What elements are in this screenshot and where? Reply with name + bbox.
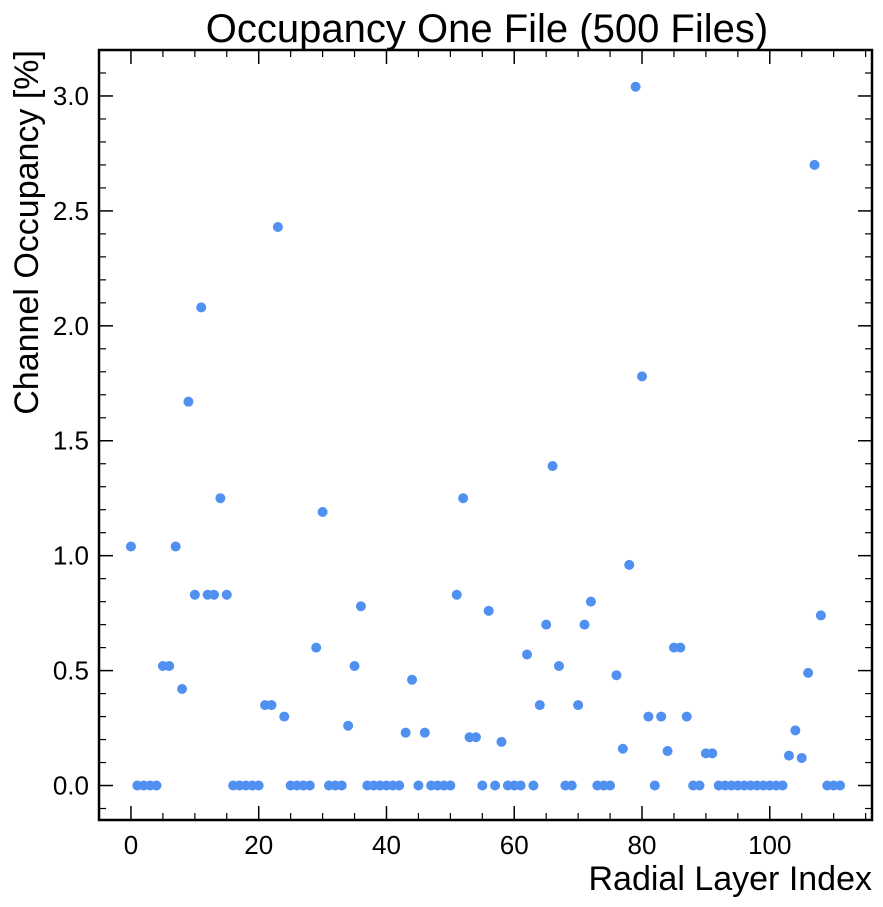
data-point (611, 670, 622, 681)
y-axis-label: Channel Occupancy [%] (8, 50, 46, 415)
data-point (694, 780, 705, 791)
data-point (656, 711, 667, 722)
data-point (196, 302, 207, 313)
axis-ticks: 0 20 40 60 80 100 0.0 0.5 1.0 1.5 2.0 2.5 3.0 (53, 50, 872, 860)
data-point (803, 667, 814, 678)
data-point (400, 727, 411, 738)
y-tick-label: 2.0 (53, 311, 89, 341)
data-point (355, 601, 366, 612)
data-point (809, 159, 820, 170)
data-point (451, 589, 462, 600)
data-point (566, 780, 577, 791)
y-tick-label: 1.0 (53, 541, 89, 571)
data-point (528, 780, 539, 791)
data-point (343, 720, 354, 731)
data-point (183, 396, 194, 407)
y-tick-label: 2.5 (53, 196, 89, 226)
data-point (553, 661, 564, 671)
data-point (272, 221, 283, 232)
data-point (707, 748, 718, 759)
data-point (490, 780, 501, 791)
x-tick-label: 100 (748, 830, 791, 860)
data-point (835, 780, 846, 791)
data-point (279, 711, 290, 722)
data-point (413, 780, 424, 791)
data-point (790, 725, 801, 736)
data-point (253, 780, 264, 791)
data-point (605, 780, 616, 791)
data-point (496, 736, 507, 747)
data-point (815, 610, 826, 621)
data-point (304, 780, 315, 791)
x-tick-label: 0 (124, 830, 138, 860)
data-point (783, 750, 794, 761)
data-point (675, 642, 686, 653)
data-point (445, 780, 456, 791)
data-point (215, 493, 226, 504)
plot-frame (97, 48, 874, 822)
data-point (547, 461, 558, 472)
data-point (189, 589, 200, 600)
data-point (637, 371, 648, 382)
data-point (617, 743, 628, 754)
data-points (125, 81, 846, 791)
data-point (585, 596, 596, 607)
data-point (419, 727, 430, 738)
data-point (515, 780, 526, 791)
x-tick-label: 40 (372, 830, 401, 860)
y-tick-label: 1.5 (53, 426, 89, 456)
data-point (662, 746, 673, 757)
data-point (349, 661, 360, 671)
y-tick-label: 0.5 (53, 656, 89, 686)
x-tick-label: 20 (244, 830, 273, 860)
data-point (624, 559, 635, 570)
data-point (796, 752, 807, 763)
data-point (336, 780, 347, 791)
data-point (477, 780, 488, 791)
data-point (470, 732, 481, 743)
data-point (534, 700, 545, 711)
y-tick-label: 3.0 (53, 81, 89, 111)
data-point (649, 780, 660, 791)
data-point (151, 780, 162, 791)
data-point (170, 541, 181, 552)
data-point (630, 81, 641, 92)
data-point (579, 619, 590, 630)
y-tick-label: 0.0 (53, 771, 89, 801)
data-point (681, 711, 692, 722)
x-axis-label: Radial Layer Index (588, 860, 872, 898)
data-point (407, 674, 418, 685)
data-point (643, 711, 654, 722)
data-point (311, 642, 322, 653)
data-point (573, 700, 584, 711)
data-point (266, 700, 277, 711)
data-point (208, 589, 219, 600)
x-tick-label: 80 (628, 830, 657, 860)
data-point (522, 649, 533, 660)
chart-title: Occupancy One File (500 Files) (206, 7, 768, 51)
data-point (177, 683, 188, 694)
data-point (125, 541, 136, 552)
data-point (394, 780, 405, 791)
data-point (221, 589, 232, 600)
data-point (483, 605, 494, 616)
data-point (777, 780, 788, 791)
data-point (458, 493, 469, 504)
x-tick-label: 60 (500, 830, 529, 860)
data-point (541, 619, 552, 630)
data-point (317, 507, 328, 517)
data-point (164, 661, 175, 671)
